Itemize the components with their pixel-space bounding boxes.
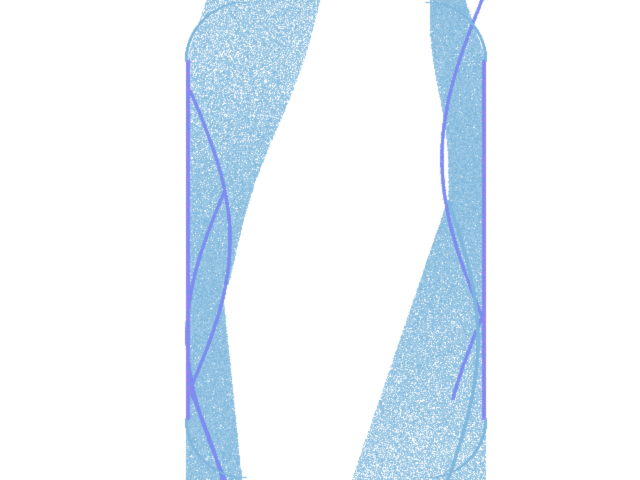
canvas-stage bbox=[0, 0, 640, 480]
stipple-artwork bbox=[0, 0, 640, 480]
